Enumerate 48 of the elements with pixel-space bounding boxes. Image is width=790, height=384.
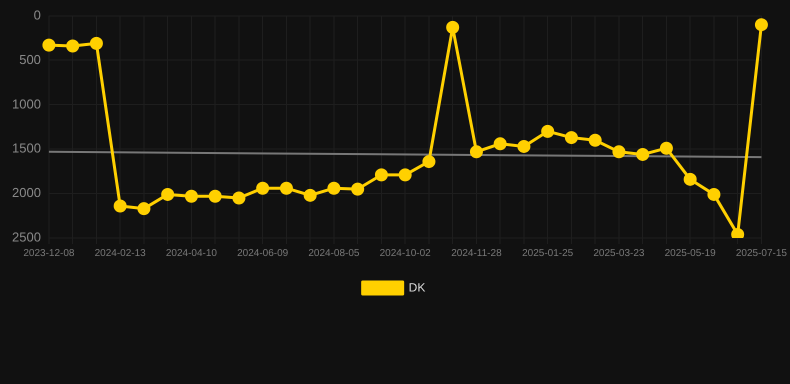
x-tick-label: 2024-10-02: [380, 248, 432, 259]
x-tick-label: 2024-02-13: [94, 248, 146, 259]
point: [588, 134, 602, 147]
x-tick-label: 2023-12-08: [23, 248, 75, 259]
point: [754, 18, 768, 32]
point: [470, 145, 483, 158]
point: [422, 155, 436, 168]
y-tick-label: 0: [34, 7, 41, 22]
point: [564, 131, 578, 144]
point: [398, 168, 412, 182]
point: [660, 142, 673, 155]
point: [374, 168, 388, 182]
point: [280, 182, 293, 195]
y-tick-label: 1000: [12, 96, 41, 112]
point: [446, 20, 460, 34]
x-tick-label: 2024-06-09: [237, 248, 289, 259]
point: [541, 124, 554, 138]
y-tick-label: 500: [19, 52, 41, 67]
x-tick-label: 2025-03-23: [593, 248, 645, 259]
y-tick-label: 2500: [12, 230, 41, 245]
point: [161, 188, 174, 201]
x-tick-label: 2025-05-19: [664, 248, 716, 259]
y-tick-label: 1500: [12, 140, 41, 156]
point: [707, 188, 720, 201]
x-tick-label: 2024-11-28: [451, 248, 502, 259]
x-tick-label: 2025-01-25: [522, 248, 574, 259]
point: [517, 140, 530, 153]
point: [351, 182, 364, 196]
point: [184, 190, 198, 203]
point: [208, 190, 222, 203]
point: [636, 148, 650, 161]
point: [494, 137, 507, 150]
point: [114, 200, 127, 213]
y-tick-label: 2000: [12, 185, 41, 200]
point: [232, 192, 246, 205]
point: [304, 188, 317, 202]
point: [66, 40, 80, 53]
point: [256, 182, 270, 195]
point: [90, 36, 103, 50]
x-tick-label: 2025-07-15: [736, 248, 788, 259]
x-tick-label: 2024-04-10: [166, 248, 218, 259]
point: [684, 172, 697, 186]
legend-label: DK: [408, 280, 426, 294]
point: [612, 145, 626, 158]
point: [137, 202, 150, 216]
point: [327, 182, 340, 195]
point: [42, 38, 56, 52]
x-tick-label: 2024-08-05: [308, 248, 360, 259]
